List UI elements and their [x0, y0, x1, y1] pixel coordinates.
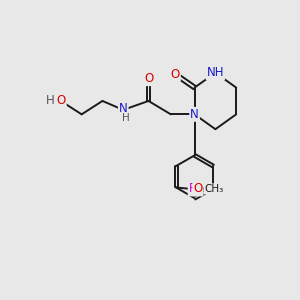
- Text: H: H: [122, 113, 130, 123]
- Text: F: F: [189, 182, 195, 195]
- Text: O: O: [171, 68, 180, 81]
- Text: NH: NH: [207, 66, 224, 79]
- Text: O: O: [144, 72, 153, 85]
- Text: O: O: [57, 94, 66, 107]
- Text: CH₃: CH₃: [204, 184, 224, 194]
- Text: H: H: [46, 94, 55, 107]
- Text: N: N: [119, 102, 128, 115]
- Text: N: N: [190, 108, 199, 121]
- Text: O: O: [193, 182, 203, 195]
